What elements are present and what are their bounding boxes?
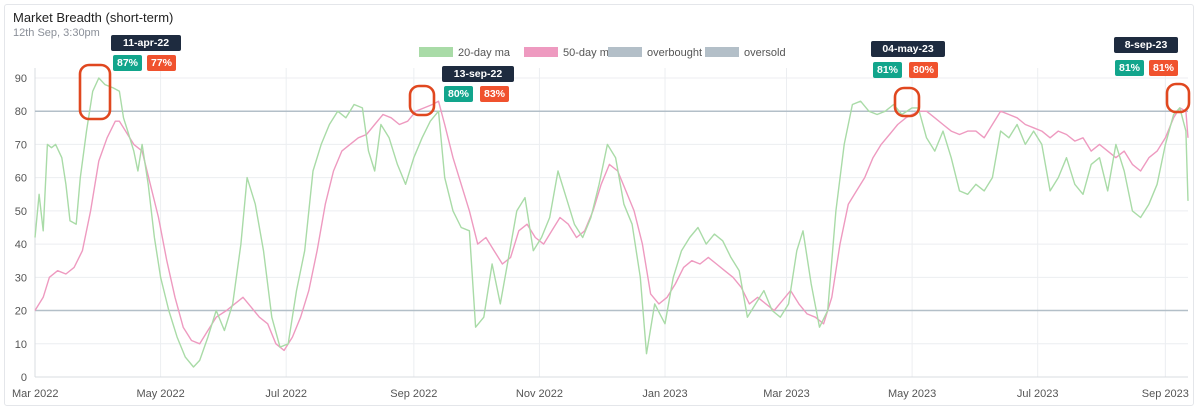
y-tick-label: 20: [15, 306, 27, 318]
annotation-2-ma20: 80%: [444, 86, 473, 102]
x-tick-label: Jan 2023: [642, 388, 687, 400]
x-tick-label: Sep 2023: [1142, 388, 1189, 400]
y-tick-label: 0: [21, 372, 27, 384]
annotation-4-ma20: 81%: [1115, 60, 1144, 76]
y-tick-label: 10: [15, 339, 27, 351]
annotation-circle-4: [1165, 82, 1191, 114]
annotation-circle-3: [893, 86, 921, 118]
legend-swatch-overbought: [608, 47, 642, 57]
x-tick-label: Nov 2022: [516, 388, 563, 400]
legend-item-oversold[interactable]: oversold: [705, 47, 786, 61]
y-tick-label: 90: [15, 73, 27, 85]
legend-swatch-ma50: [524, 47, 558, 57]
annotation-3-ma50: 80%: [909, 62, 938, 78]
annotation-1-ma20: 87%: [113, 55, 142, 71]
legend-item-ma50[interactable]: 50-day ma: [524, 47, 615, 61]
y-tick-label: 70: [15, 139, 27, 151]
x-tick-label: May 2022: [136, 388, 184, 400]
annotation-2-date: 13-sep-22: [442, 66, 514, 82]
legend-label-oversold: oversold: [744, 47, 786, 59]
annotation-circle-2: [408, 84, 436, 117]
legend-label-overbought: overbought: [647, 47, 703, 59]
chart-card: [4, 4, 1194, 406]
x-tick-label: Mar 2023: [763, 388, 809, 400]
annotation-1-date: 11-apr-22: [111, 35, 181, 51]
x-tick-label: Mar 2022: [12, 388, 58, 400]
x-tick-label: Sep 2022: [390, 388, 437, 400]
annotation-1-ma50: 77%: [147, 55, 176, 71]
y-tick-label: 40: [15, 239, 27, 251]
annotation-3-ma20: 81%: [873, 62, 902, 78]
legend-item-ma20[interactable]: 20-day ma: [419, 47, 510, 61]
y-tick-label: 80: [15, 106, 27, 118]
legend-swatch-ma20: [419, 47, 453, 57]
x-tick-label: Jul 2023: [1017, 388, 1059, 400]
legend-swatch-oversold: [705, 47, 739, 57]
annotation-3-date: 04-may-23: [871, 41, 945, 57]
annotation-4-ma50: 81%: [1149, 60, 1178, 76]
y-tick-label: 60: [15, 173, 27, 185]
annotation-circle-1: [78, 63, 112, 121]
chart-subtitle: 12th Sep, 3:30pm: [13, 27, 100, 39]
chart-title: Market Breadth (short-term): [13, 10, 174, 25]
x-tick-label: Jul 2022: [265, 388, 307, 400]
legend-item-overbought[interactable]: overbought: [608, 47, 702, 61]
legend-label-ma50: 50-day ma: [563, 47, 615, 59]
legend-label-ma20: 20-day ma: [458, 47, 510, 59]
series-line-20-day-ma: [34, 77, 1189, 368]
x-tick-label: May 2023: [888, 388, 936, 400]
y-tick-label: 30: [15, 272, 27, 284]
series-line-50-day-ma: [34, 100, 1189, 352]
annotation-4-date: 8-sep-23: [1114, 37, 1178, 53]
annotation-2-ma50: 83%: [480, 86, 509, 102]
y-tick-label: 50: [15, 206, 27, 218]
legend: 20-day ma 50-day ma overbought oversold: [0, 47, 1200, 61]
